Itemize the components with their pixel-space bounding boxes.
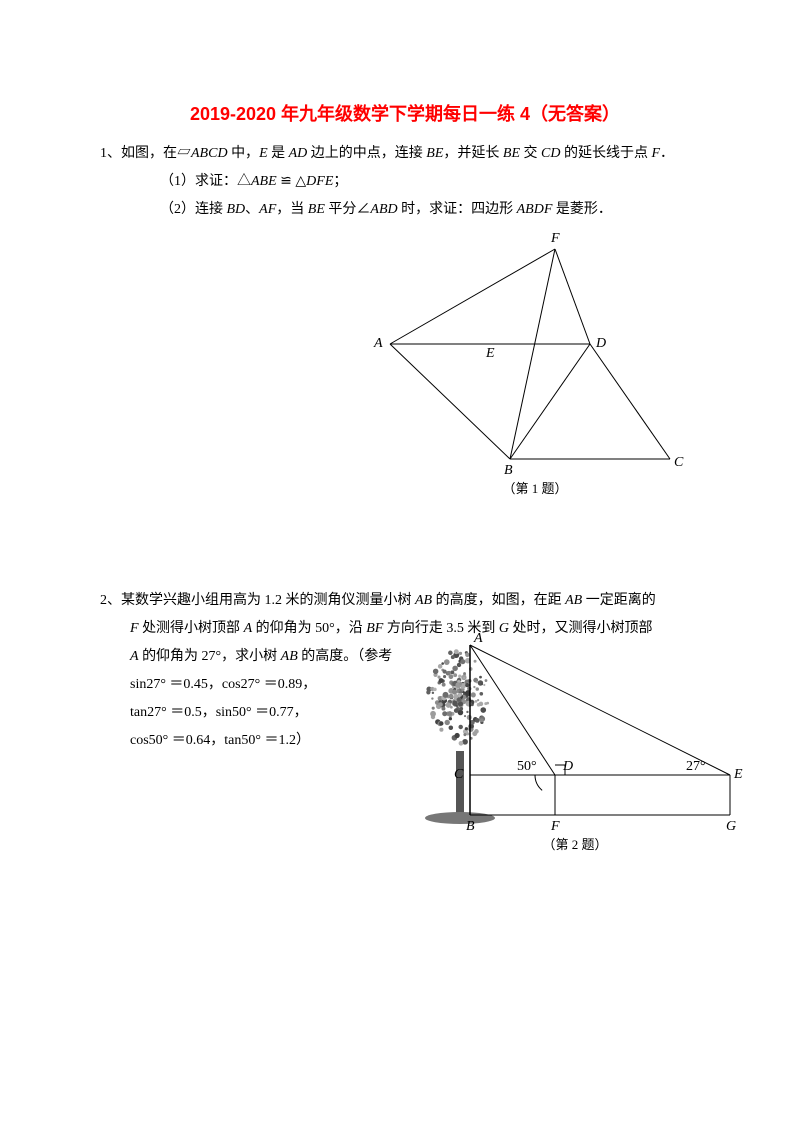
vertex-label-b: B — [466, 819, 475, 835]
text: G — [499, 621, 509, 636]
q1-sub2: （2）连接 BD、AF，当 BE 平分∠ABD 时，求证：四边形 ABDF 是菱… — [100, 196, 710, 224]
q2-svg — [400, 635, 750, 830]
text: 平分∠ — [325, 202, 371, 217]
text: AB — [565, 593, 582, 608]
text: 是 — [268, 146, 289, 161]
text: ，当 — [276, 202, 308, 217]
page-title: 2019-2020 年九年级数学下学期每日一练 4（无答案） — [100, 100, 710, 126]
text: BD — [227, 202, 246, 217]
text: 的高度。（参考 — [298, 649, 393, 664]
q2-param3: cos50° ＝0.64，tan50° ＝1.2） — [100, 727, 410, 755]
vertex-label-c: C — [454, 767, 463, 783]
text: 的延长线于点 — [560, 146, 651, 161]
q2-figure: A B C D E F G 50° 27° （第 2 题） — [400, 635, 750, 853]
text: AB — [415, 593, 432, 608]
text: E — [259, 146, 268, 161]
text: AD — [289, 146, 308, 161]
text: ≌ △ — [277, 174, 307, 189]
vertex-label-e: E — [486, 346, 495, 362]
vertex-label-b: B — [504, 463, 513, 479]
text: 2、某数学兴趣小组用高为 1.2 米的测角仪测量小树 — [100, 593, 415, 608]
text: 边上的中点，连接 — [307, 146, 426, 161]
text: ，并延长 — [443, 146, 503, 161]
text: 交 — [520, 146, 541, 161]
text: （2）连接 — [160, 202, 227, 217]
text: 1、如图，在 — [100, 146, 177, 161]
text: 、 — [245, 202, 259, 217]
text: 一定距离的 — [582, 593, 656, 608]
text: 是菱形． — [552, 202, 612, 217]
q1-caption: （第 1 题） — [370, 478, 700, 497]
text: 处测得小树顶部 — [139, 621, 244, 636]
text: BF — [366, 621, 383, 636]
q2-caption: （第 2 题） — [400, 834, 750, 853]
vertex-label-d: D — [596, 336, 606, 352]
text: 的仰角为 50°，沿 — [252, 621, 366, 636]
text: 时，求证：四边形 — [398, 202, 517, 217]
vertex-label-d: D — [563, 759, 573, 775]
vertex-label-e: E — [734, 767, 743, 783]
text: AF — [259, 202, 276, 217]
text: AB — [281, 649, 298, 664]
angle-label-27: 27° — [686, 759, 706, 775]
text: BE — [426, 146, 443, 161]
text: A — [130, 649, 139, 664]
text: BE — [308, 202, 325, 217]
q1-stem: 1、如图，在▱ABCD 中，E 是 AD 边上的中点，连接 BE，并延长 BE … — [100, 140, 710, 168]
text: ； — [333, 174, 347, 189]
text: ABDF — [517, 202, 553, 217]
text: CD — [541, 146, 560, 161]
text: 的仰角为 27°，求小树 — [139, 649, 281, 664]
text: ABD — [370, 202, 397, 217]
vertex-label-c: C — [674, 455, 683, 471]
text: F — [130, 621, 139, 636]
text: 的高度，如图，在距 — [432, 593, 565, 608]
q1-svg — [370, 234, 700, 474]
vertex-label-f: F — [551, 819, 560, 835]
text: DFE — [306, 174, 333, 189]
vertex-label-g: G — [726, 819, 736, 835]
q2-param2: tan27° ＝0.5，sin50° ＝0.77， — [100, 699, 410, 727]
q2-line1: 2、某数学兴趣小组用高为 1.2 米的测角仪测量小树 AB 的高度，如图，在距 … — [100, 587, 710, 615]
text: BE — [503, 146, 520, 161]
angle-label-50: 50° — [517, 759, 537, 775]
vertex-label-a: A — [474, 631, 483, 647]
text: （1）求证：△ — [160, 174, 251, 189]
text: F — [651, 146, 660, 161]
q1-sub1: （1）求证：△ABE ≌ △DFE； — [100, 168, 710, 196]
text: ABCD — [191, 146, 228, 161]
text: A — [244, 621, 253, 636]
text: ▱ — [177, 146, 191, 161]
q2-param1: sin27° ＝0.45，cos27° ＝0.89， — [100, 671, 410, 699]
text: ． — [660, 146, 674, 161]
text: 中， — [228, 146, 260, 161]
q1-figure: A B C D E F （第 1 题） — [370, 234, 700, 497]
text: ABE — [251, 174, 277, 189]
text: 处时，又测得小树顶部 — [509, 621, 653, 636]
vertex-label-f: F — [551, 231, 560, 247]
vertex-label-a: A — [374, 336, 383, 352]
